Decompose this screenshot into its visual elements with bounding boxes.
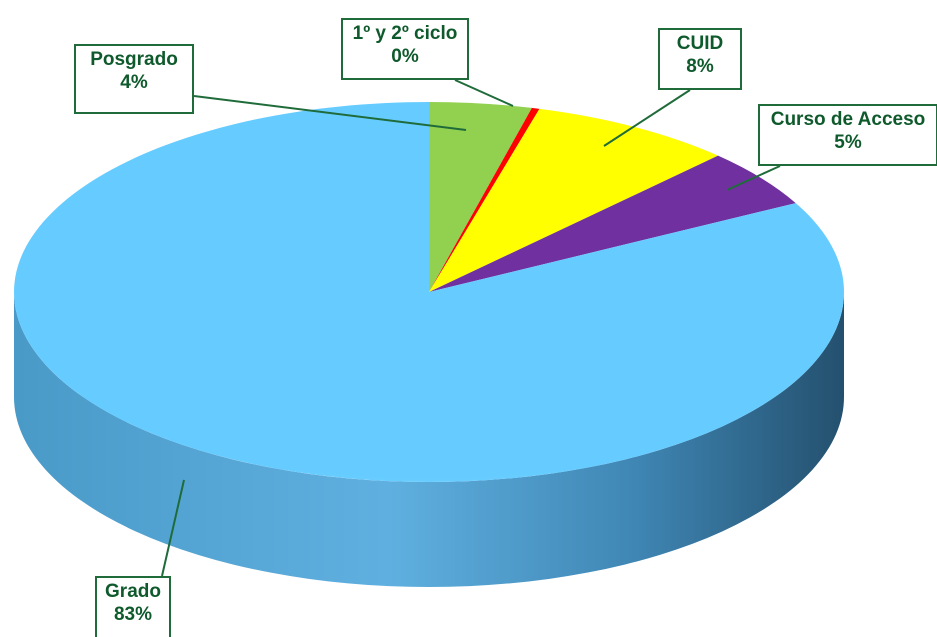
callout-curso-de-acceso: Curso de Acceso 5% xyxy=(758,104,937,166)
pie-top-shading xyxy=(14,102,844,482)
callout-grado: Grado 83% xyxy=(95,576,171,637)
slice-percent: 0% xyxy=(391,46,419,67)
leader-line xyxy=(454,79,514,107)
slice-label: Posgrado xyxy=(90,49,178,70)
pie-side-surface xyxy=(14,292,844,587)
slice-percent: 8% xyxy=(686,56,714,77)
slice-label: Grado xyxy=(105,581,161,602)
slice-label: CUID xyxy=(676,33,724,54)
leader-line xyxy=(603,89,691,147)
callout-cuid: CUID 8% xyxy=(658,28,742,90)
leader-line xyxy=(193,95,467,131)
slice-percent: 5% xyxy=(834,132,862,153)
slice-label: Curso de Acceso xyxy=(770,109,926,130)
slice-label: 1º y 2º ciclo xyxy=(352,23,458,44)
pie-side-wall xyxy=(14,292,844,587)
slice-percent: 4% xyxy=(120,72,148,93)
pie-top-face xyxy=(14,102,845,482)
leader-line xyxy=(726,165,781,191)
leader-line xyxy=(161,479,185,577)
callout-1-y-2-ciclo: 1º y 2º ciclo 0% xyxy=(341,18,469,80)
slice-percent: 83% xyxy=(113,604,153,625)
callout-posgrado: Posgrado 4% xyxy=(74,44,194,114)
leader-lines xyxy=(161,79,781,577)
